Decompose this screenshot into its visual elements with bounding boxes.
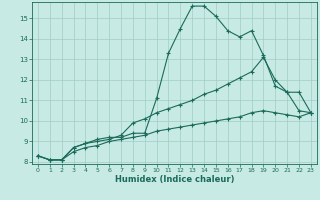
X-axis label: Humidex (Indice chaleur): Humidex (Indice chaleur) bbox=[115, 175, 234, 184]
